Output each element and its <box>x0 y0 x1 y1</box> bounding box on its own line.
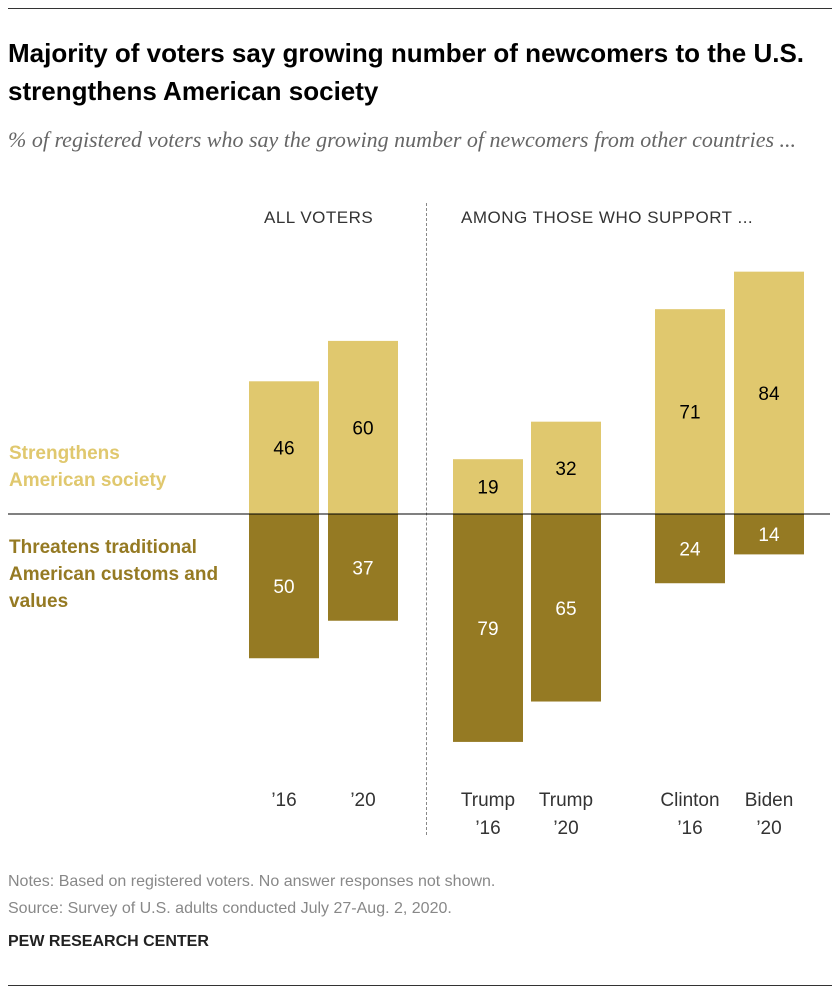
data-label-strengthens: 46 <box>273 439 294 460</box>
bar-strengthens <box>249 381 319 514</box>
top-rule <box>8 8 832 9</box>
category-label: ’16 <box>271 790 296 811</box>
bottom-rule <box>8 985 832 986</box>
notes: Notes: Based on registered voters. No an… <box>8 868 495 922</box>
data-label-threatens: 14 <box>758 525 780 546</box>
bar-threatens <box>328 514 398 621</box>
bar-strengthens <box>734 271 804 514</box>
legend-threatens: Threatens traditional American customs a… <box>9 537 219 612</box>
bar-threatens <box>249 514 319 659</box>
bar-strengthens <box>531 421 601 514</box>
category-label: Trump ’20 <box>539 790 593 839</box>
source-text: Source: Survey of U.S. adults conducted … <box>8 900 452 917</box>
brand-label: PEW RESEARCH CENTER <box>8 933 209 950</box>
group-divider <box>426 203 427 835</box>
data-label-strengthens: 71 <box>679 403 700 424</box>
data-label-threatens: 24 <box>679 540 701 561</box>
bar-threatens <box>734 514 804 555</box>
bar-threatens <box>531 514 601 702</box>
chart-title: Majority of voters say growing number of… <box>8 38 805 106</box>
bar-strengthens <box>655 309 725 514</box>
bar-strengthens <box>328 340 398 514</box>
data-label-strengthens: 19 <box>477 478 498 499</box>
category-label: Biden ’20 <box>745 790 794 839</box>
data-label-threatens: 37 <box>352 558 373 579</box>
bar-threatens <box>655 514 725 584</box>
data-label-threatens: 65 <box>555 599 576 620</box>
legend-strengthens: Strengthens American society <box>9 443 167 491</box>
category-label: ’20 <box>350 790 375 811</box>
group-label-all-voters: ALL VOTERS <box>264 208 374 227</box>
bar-threatens <box>453 514 523 742</box>
data-label-strengthens: 84 <box>758 384 780 405</box>
data-label-strengthens: 32 <box>555 459 576 480</box>
category-label: Trump ’16 <box>461 790 515 839</box>
bar-strengthens <box>453 459 523 514</box>
chart-subtitle: % of registered voters who say the growi… <box>8 127 797 152</box>
data-label-threatens: 50 <box>273 577 294 598</box>
group-label-supporters: AMONG THOSE WHO SUPPORT ... <box>461 208 754 227</box>
data-label-strengthens: 60 <box>352 418 373 439</box>
category-label: Clinton ’16 <box>660 790 719 839</box>
notes-text: Notes: Based on registered voters. No an… <box>8 873 496 890</box>
data-label-threatens: 79 <box>477 619 498 640</box>
